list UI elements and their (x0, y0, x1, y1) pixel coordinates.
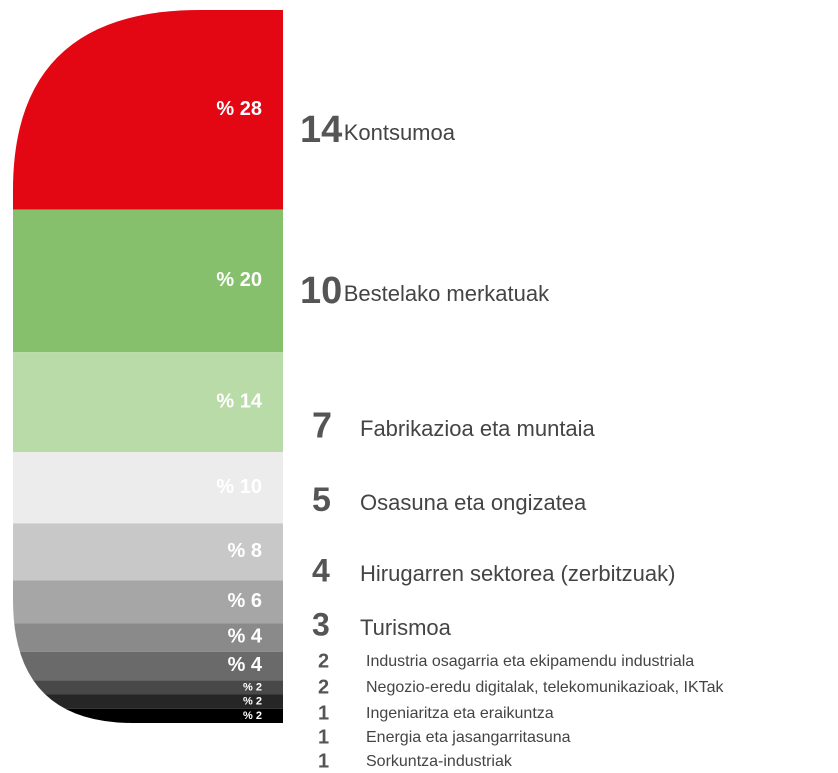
segment (13, 680, 283, 695)
percent-label: % 2 (243, 681, 262, 693)
percent-label: % 8 (228, 540, 262, 562)
count: 1 (318, 750, 329, 772)
category-label: Fabrikazioa eta muntaia (360, 416, 596, 441)
count: 1 (318, 702, 329, 724)
percent-label: % 2 (243, 696, 262, 708)
segment (13, 209, 283, 353)
percent-label: % 10 (216, 476, 262, 498)
category-label: Hirugarren sektorea (zerbitzuak) (360, 561, 675, 586)
count: 1 (318, 726, 329, 748)
segment (13, 623, 283, 652)
category-label: Ingeniaritza eta eraikuntza (366, 705, 554, 722)
category-label: Bestelako merkatuak (344, 281, 550, 306)
segments (13, 10, 283, 723)
percent-label: % 20 (216, 269, 262, 291)
percent-label: % 4 (228, 626, 262, 648)
percent-label: % 28 (216, 98, 262, 120)
category-label: Osasuna eta ongizatea (360, 490, 587, 515)
segment (13, 651, 283, 681)
percent-label: % 6 (228, 590, 262, 612)
count: 2 (318, 650, 329, 672)
segment (13, 694, 283, 709)
category-label: Turismoa (360, 615, 452, 640)
segment (13, 452, 283, 524)
category-label: Kontsumoa (344, 120, 456, 145)
count: 10 (300, 270, 342, 312)
percent-label: % 2 (243, 710, 262, 722)
segment (13, 523, 283, 581)
count: 14 (300, 109, 342, 151)
category-label: Sorkuntza-industriak (366, 753, 513, 770)
count: 4 (312, 552, 330, 588)
category-label: Industria osagarria eta ekipamendu indus… (366, 653, 694, 670)
count: 3 (312, 606, 330, 642)
segment (13, 580, 283, 624)
count: 5 (312, 481, 331, 519)
category-label: Negozio-eredu digitalak, telekomunikazio… (366, 679, 725, 696)
percent-label: % 14 (216, 390, 262, 412)
count: 7 (312, 405, 332, 446)
percent-label: % 4 (228, 654, 262, 676)
category-label: Energia eta jasangarritasuna (366, 729, 571, 746)
count: 2 (318, 676, 329, 698)
segment (13, 352, 283, 453)
